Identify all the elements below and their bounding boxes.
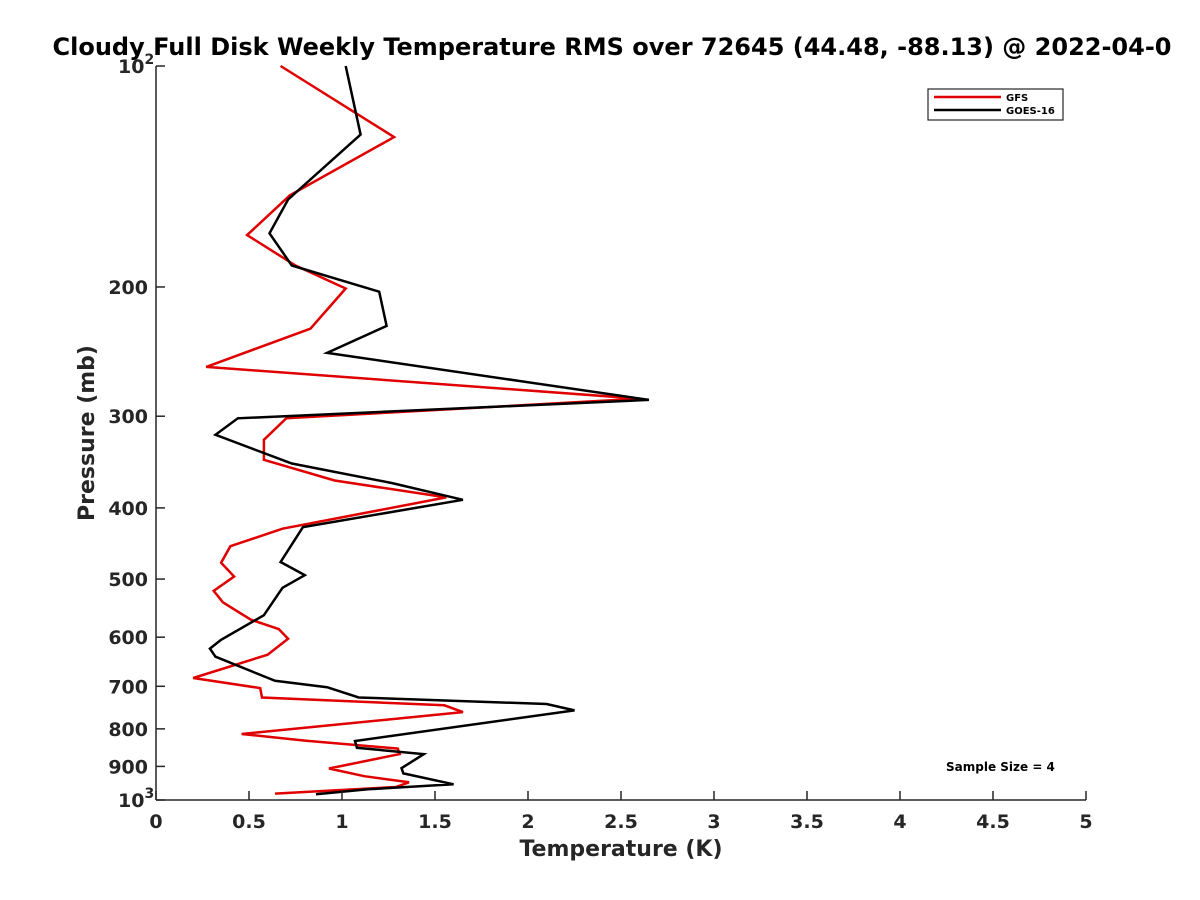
y-axis-label: Pressure (mb) [75, 345, 100, 521]
legend: GFS GOES-16 [927, 88, 1064, 121]
x-tick-label: 2.5 [604, 811, 638, 833]
x-tick-label: 4 [893, 811, 906, 833]
y-tick-label: 102 [118, 52, 154, 78]
legend-label-goes16: GOES-16 [1006, 106, 1055, 117]
axes-frame [155, 66, 1086, 801]
x-tick-label: 1 [335, 811, 348, 833]
series-line-goes16 [208, 65, 650, 796]
x-tick-label: 0.5 [232, 811, 266, 833]
y-tick-label: 500 [108, 569, 148, 591]
sample-size-annotation: Sample Size = 4 [946, 760, 1055, 774]
x-ticks: 0 0.5 1 1.5 2 2.5 3 3.5 4 4.5 5 [149, 791, 1093, 833]
series-layer [192, 64, 650, 796]
y-tick-label: 400 [108, 498, 148, 520]
x-axis-label: Temperature (K) [519, 837, 722, 862]
y-ticks: 102 200 300 400 500 600 700 800 900 103 [108, 52, 165, 812]
y-tick-label: 600 [108, 627, 148, 649]
x-tick-label: 2 [521, 811, 534, 833]
y-tick-label: 900 [108, 756, 148, 778]
x-tick-label: 3.5 [790, 811, 824, 833]
x-tick-label: 3 [707, 811, 720, 833]
legend-label-gfs: GFS [1006, 93, 1028, 104]
chart-title: Cloudy Full Disk Weekly Temperature RMS … [53, 33, 1172, 61]
x-tick-label: 1.5 [418, 811, 452, 833]
x-tick-label: 5 [1079, 811, 1092, 833]
y-tick-label: 200 [108, 277, 148, 299]
y-tick-label: 103 [118, 786, 154, 812]
y-tick-label: 800 [108, 719, 148, 741]
y-tick-label: 300 [108, 406, 148, 428]
x-tick-label: 4.5 [976, 811, 1010, 833]
series-line-gfs [192, 64, 640, 795]
legend-box [927, 88, 1064, 121]
x-tick-label: 0 [149, 811, 162, 833]
y-tick-label: 700 [108, 676, 148, 698]
